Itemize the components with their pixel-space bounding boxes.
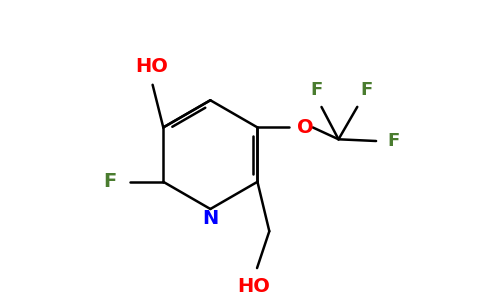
Text: F: F xyxy=(388,132,400,150)
Text: HO: HO xyxy=(237,277,270,296)
Text: F: F xyxy=(311,81,323,99)
Text: N: N xyxy=(202,209,218,228)
Text: F: F xyxy=(360,81,372,99)
Text: F: F xyxy=(103,172,117,191)
Text: O: O xyxy=(297,118,313,137)
Text: HO: HO xyxy=(135,57,168,76)
